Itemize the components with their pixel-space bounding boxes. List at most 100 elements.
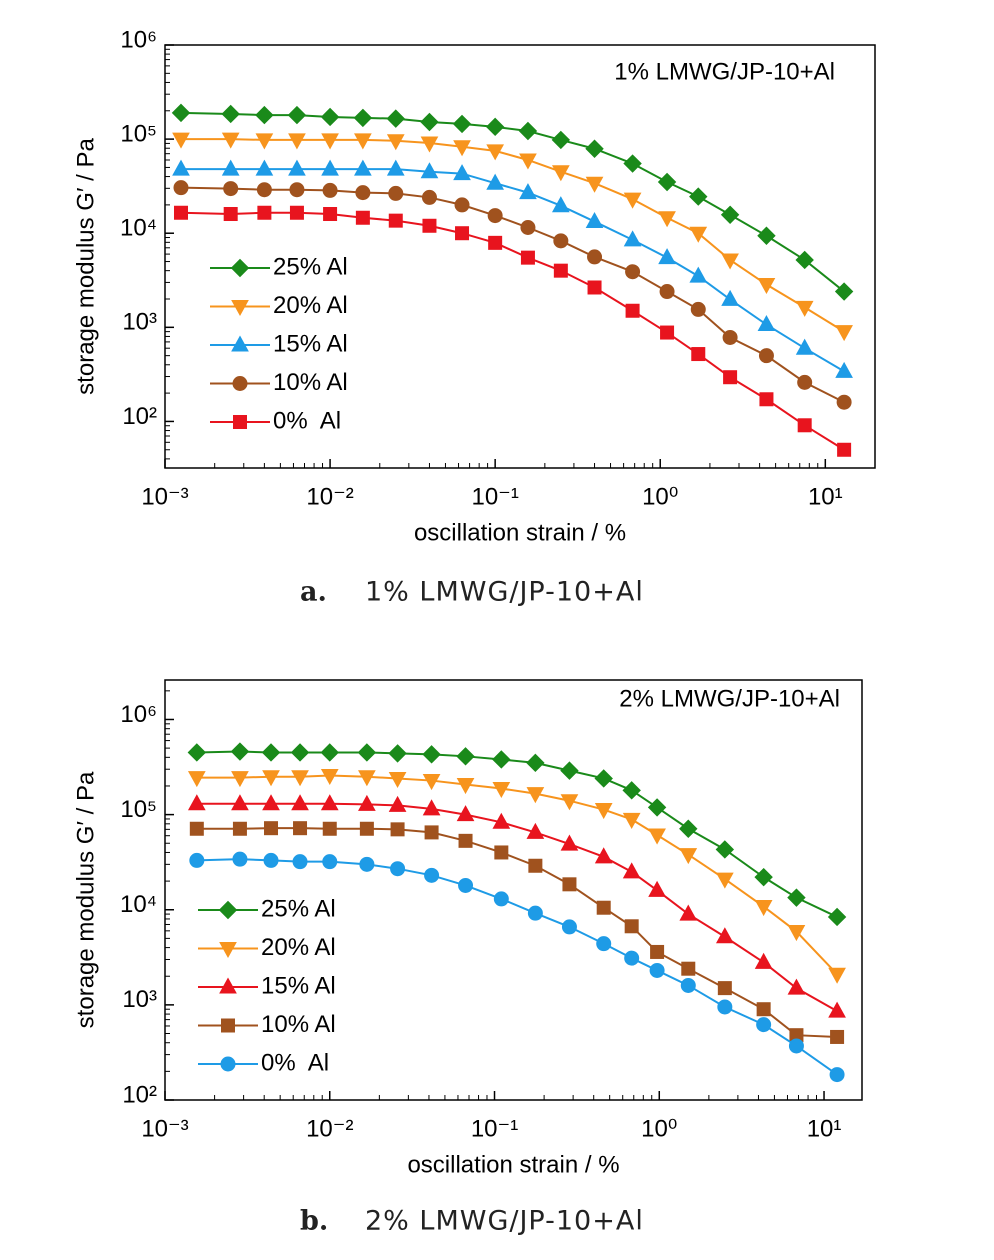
data-point [390, 822, 405, 837]
legend-label: 20% Al [261, 934, 336, 961]
y-tick-label: 10⁵ [120, 796, 157, 823]
data-point [551, 130, 571, 150]
data-point [624, 919, 639, 934]
x-axis-label: oscillation strain / % [414, 519, 626, 546]
data-point [453, 140, 471, 157]
legend-marker [230, 258, 250, 278]
data-point [187, 771, 206, 788]
data-point [830, 1029, 845, 1044]
x-tick-label: 10⁻³ [141, 1115, 188, 1142]
data-point [261, 743, 281, 762]
data-point [520, 220, 536, 236]
legend-label: 20% Al [273, 292, 348, 319]
data-point [551, 196, 570, 213]
caption: 1% LMWG/JP-10+Al [365, 577, 644, 608]
data-point [257, 205, 272, 220]
data-point [255, 159, 274, 176]
data-point [795, 338, 814, 355]
y-axis-label: storage modulus G′ / Pa [72, 138, 99, 395]
legend-label: 10% Al [261, 1011, 336, 1038]
data-point [624, 950, 640, 966]
data-point [795, 250, 814, 270]
data-point [173, 180, 189, 196]
data-point [560, 794, 579, 811]
data-point [828, 967, 846, 984]
data-point [625, 303, 640, 318]
y-tick-label: 10⁴ [120, 891, 157, 918]
data-point [355, 210, 370, 225]
data-point [420, 112, 439, 132]
data-point [657, 172, 677, 192]
data-point [424, 867, 440, 883]
x-axis-label: oscillation strain / % [407, 1151, 619, 1178]
data-point [679, 848, 698, 865]
data-point [560, 834, 579, 851]
data-point [561, 919, 577, 935]
data-point [526, 753, 545, 773]
data-point [388, 744, 407, 763]
legend-label: 0% Al [261, 1049, 329, 1076]
legend-label: 10% Al [273, 369, 348, 396]
data-point [321, 159, 339, 176]
data-point [679, 904, 698, 921]
caption-label: a. [300, 577, 327, 608]
data-point [320, 743, 339, 762]
data-point [757, 226, 776, 245]
x-tick-label: 10⁻¹ [471, 483, 518, 510]
caption-label: b. [300, 1206, 328, 1237]
legend-label: 15% Al [261, 972, 336, 999]
x-tick-label: 10⁻¹ [471, 1115, 518, 1142]
x-tick-label: 10⁻³ [141, 483, 188, 510]
data-point [689, 266, 708, 283]
data-point [420, 162, 439, 179]
data-point [596, 936, 612, 952]
data-point [660, 325, 675, 340]
data-point [526, 822, 545, 839]
data-point [187, 743, 207, 762]
data-point [321, 133, 339, 150]
data-point [187, 794, 206, 811]
data-point [758, 348, 774, 364]
data-point [453, 164, 471, 181]
data-point [454, 197, 470, 213]
data-point [797, 374, 813, 390]
data-point [386, 134, 405, 151]
data-point [715, 927, 734, 944]
data-point [585, 176, 604, 193]
data-point [290, 743, 310, 762]
y-tick-label: 10³ [122, 986, 157, 1013]
data-point [622, 812, 641, 829]
data-point [787, 978, 806, 995]
data-point [622, 862, 641, 879]
y-tick-label: 10² [122, 403, 157, 430]
data-point [189, 852, 205, 868]
data-point [231, 794, 249, 811]
data-point [358, 770, 376, 787]
data-point [263, 852, 279, 868]
data-point [518, 121, 538, 141]
data-point [287, 105, 307, 125]
x-tick-label: 10⁰ [642, 483, 678, 510]
data-point [264, 821, 279, 836]
data-point [587, 280, 602, 295]
data-point [262, 770, 280, 787]
data-point [256, 182, 272, 198]
data-point [359, 856, 375, 872]
data-point [827, 907, 847, 927]
x-tick-label: 10⁰ [641, 1115, 677, 1142]
legend-label: 15% Al [273, 330, 348, 357]
x-tick-label: 10¹ [808, 483, 843, 510]
y-tick-label: 10⁶ [120, 26, 157, 53]
data-point [455, 226, 470, 241]
data-point [594, 769, 613, 788]
data-point [357, 743, 377, 762]
data-point [562, 877, 577, 892]
data-point [829, 1067, 845, 1083]
data-point [715, 872, 734, 889]
data-point [422, 774, 441, 791]
data-point [354, 159, 372, 176]
data-point [458, 877, 474, 893]
data-point [649, 962, 665, 978]
data-point [492, 750, 511, 769]
